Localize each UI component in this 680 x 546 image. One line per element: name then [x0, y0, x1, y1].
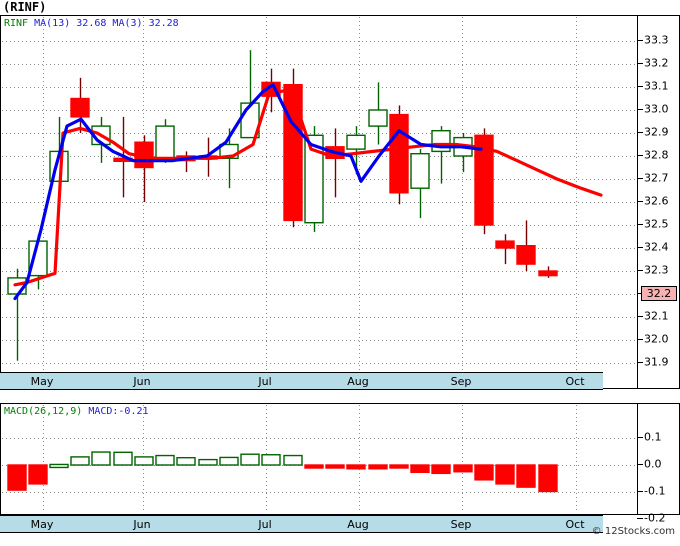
month-label-macd: Jul — [258, 518, 272, 531]
page-title: (RINF) — [3, 0, 47, 14]
month-label-price: Aug — [347, 375, 369, 388]
price-y-tick: 32.4 — [644, 240, 669, 254]
price-y-tick: 32.9 — [644, 125, 669, 139]
macd-tick-mark — [637, 518, 643, 519]
price-y-tick: 32.8 — [644, 148, 669, 162]
price-chart-panel[interactable] — [0, 15, 680, 389]
month-label-macd: Aug — [347, 518, 369, 531]
macd-legend: MACD(26,12,9) MACD:-0.21 — [4, 406, 149, 417]
price-tick-mark — [637, 201, 643, 202]
price-y-tick: 32.0 — [644, 332, 669, 346]
price-y-tick: 32.3 — [644, 263, 669, 277]
price-tick-mark — [637, 86, 643, 87]
price-tick-mark — [637, 109, 643, 110]
price-y-tick: 32.7 — [644, 171, 669, 185]
legend-ma3-label: MA(3) — [112, 18, 143, 29]
price-y-tick: 33.1 — [644, 79, 669, 93]
legend-ma13-label: MA(13) — [34, 18, 71, 29]
month-label-price: Oct — [565, 375, 585, 388]
price-y-tick: 31.9 — [644, 355, 669, 369]
price-tick-mark — [637, 224, 643, 225]
price-axis-divider — [637, 15, 638, 389]
legend-ma13-value: 32.68 — [76, 18, 107, 29]
month-label-macd: Sep — [450, 518, 472, 531]
macd-tick-mark — [637, 464, 643, 465]
month-band-price: May Jun Jul Aug Sep Oct — [0, 372, 603, 390]
macd-label: MACD(26,12,9) — [4, 406, 83, 417]
price-y-tick: 32.1 — [644, 309, 669, 323]
month-band-macd: May Jun Jul Aug Sep Oct — [0, 515, 603, 533]
legend-ma3-value: 32.28 — [148, 18, 179, 29]
macd-value: MACD:-0.21 — [88, 406, 149, 417]
macd-y-tick: 0.0 — [644, 457, 662, 471]
price-tick-mark — [637, 63, 643, 64]
price-tick-mark — [637, 339, 643, 340]
macd-y-tick: 0.1 — [644, 430, 662, 444]
month-label-price: May — [30, 375, 54, 388]
price-plot — [2, 17, 637, 372]
copyright-notice: © 12Stocks.com — [591, 526, 675, 537]
month-label-price: Jun — [133, 375, 151, 388]
price-y-tick: 32.6 — [644, 194, 669, 208]
last-price-tag: 32.2 — [641, 285, 677, 301]
price-tick-mark — [637, 293, 643, 294]
price-y-tick: 32.5 — [644, 217, 669, 231]
macd-chart-panel[interactable] — [0, 403, 680, 515]
price-tick-mark — [637, 316, 643, 317]
macd-plot — [2, 405, 637, 513]
price-tick-mark — [637, 132, 643, 133]
price-tick-mark — [637, 270, 643, 271]
price-tick-mark — [637, 40, 643, 41]
legend-symbol: RINF — [4, 18, 29, 29]
month-label-macd: Jun — [133, 518, 151, 531]
price-y-tick: 33.3 — [644, 33, 669, 47]
price-tick-mark — [637, 247, 643, 248]
macd-tick-mark — [637, 491, 643, 492]
month-label-macd: May — [30, 518, 54, 531]
macd-tick-mark — [637, 437, 643, 438]
macd-y-tick: -0.1 — [644, 484, 666, 498]
month-label-macd: Oct — [565, 518, 585, 531]
month-label-price: Jul — [258, 375, 272, 388]
price-y-tick: 33.2 — [644, 56, 669, 70]
macd-axis-divider — [637, 403, 638, 515]
macd-y-tick: -0.2 — [644, 511, 666, 525]
price-legend: RINF MA(13) 32.68 MA(3) 32.28 — [4, 18, 179, 29]
price-tick-mark — [637, 362, 643, 363]
price-tick-mark — [637, 155, 643, 156]
price-tick-mark — [637, 178, 643, 179]
month-label-price: Sep — [450, 375, 472, 388]
price-y-tick: 33.0 — [644, 102, 669, 116]
